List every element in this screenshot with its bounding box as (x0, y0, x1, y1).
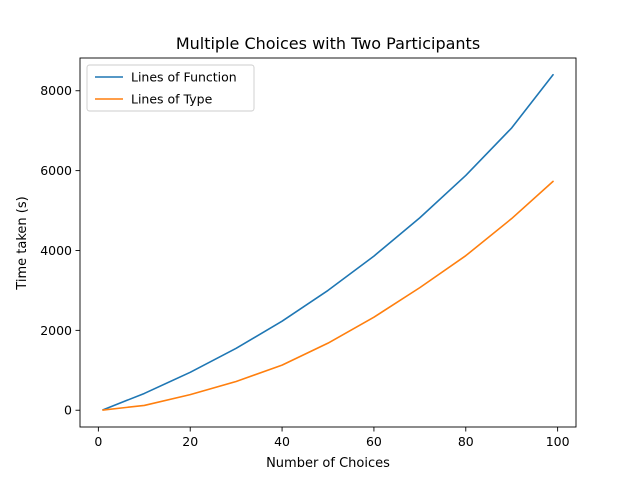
chart-title: Multiple Choices with Two Participants (176, 34, 480, 53)
x-axis-label: Number of Choices (266, 456, 390, 471)
x-axis-ticks: 0 20 40 60 80 100 (94, 427, 570, 449)
legend: Lines of Function Lines of Type (86, 64, 255, 112)
series-line-1 (102, 73, 554, 411)
x-tick-label: 40 (274, 434, 290, 449)
plot-area (79, 57, 577, 428)
y-tick-label: 4000 (40, 243, 72, 258)
y-tick-label: 2000 (40, 323, 72, 338)
y-tick-label: 6000 (40, 163, 72, 178)
x-tick-label: 20 (182, 434, 198, 449)
x-tick-label: 60 (366, 434, 382, 449)
x-tick-label: 100 (546, 434, 570, 449)
y-axis-ticks: 0 2000 4000 6000 8000 (40, 83, 80, 418)
plot-frame (79, 57, 577, 428)
legend-box (86, 64, 255, 112)
y-tick-label: 8000 (40, 83, 72, 98)
x-tick-label: 0 (94, 434, 102, 449)
series-line-2 (102, 180, 554, 411)
x-tick-label: 80 (458, 434, 474, 449)
legend-label-2: Lines of Type (131, 92, 213, 107)
y-axis-label: Time taken (s) (15, 196, 30, 290)
y-tick-label: 0 (64, 403, 72, 418)
legend-label-1: Lines of Function (131, 70, 237, 85)
